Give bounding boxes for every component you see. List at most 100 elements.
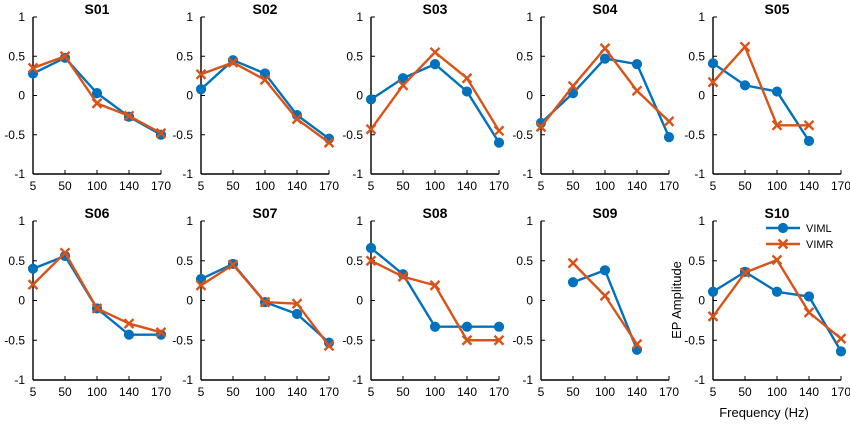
y-tick-label: 1 xyxy=(356,214,363,228)
x-tick-label: 140 xyxy=(119,385,139,399)
series-viml xyxy=(535,53,675,143)
data-point xyxy=(493,137,505,148)
data-point xyxy=(291,308,303,320)
y-tick-label: 0.5 xyxy=(688,49,705,63)
x-tick-label: 5 xyxy=(538,179,545,193)
data-point xyxy=(739,41,751,53)
data-point xyxy=(27,62,39,74)
x-tick-label: 140 xyxy=(457,385,477,399)
subplot-title: S04 xyxy=(593,1,618,17)
data-point xyxy=(291,298,303,310)
subplot-title: S05 xyxy=(765,1,790,17)
x-tick-label: 170 xyxy=(151,179,171,193)
x-tick-label: 50 xyxy=(738,179,752,193)
x-tick-label: 100 xyxy=(425,179,445,193)
y-tick-label: -1 xyxy=(352,373,363,387)
x-tick-label: 140 xyxy=(799,179,819,193)
series-viml xyxy=(365,242,505,332)
subplot-title: S10 xyxy=(765,205,790,221)
series-vimr xyxy=(535,43,675,133)
data-point xyxy=(707,286,719,297)
data-point xyxy=(771,286,783,297)
x-tick-label: 50 xyxy=(396,179,410,193)
subplot-s01: -1 -0.5 0 0.5 1 5 50 100 140 170 S01 xyxy=(4,1,171,193)
y-tick-label: -0.5 xyxy=(172,333,193,347)
data-point xyxy=(461,72,473,84)
y-tick-label: 0.5 xyxy=(688,254,705,268)
y-tick-label: 0.5 xyxy=(516,49,533,63)
series-viml xyxy=(707,266,847,357)
y-tick-label: 1 xyxy=(186,10,193,24)
x-tick-label: 140 xyxy=(627,179,647,193)
x-axis-label: Frequency (Hz) xyxy=(719,405,809,420)
x-tick-label: 140 xyxy=(287,385,307,399)
x-tick-label: 140 xyxy=(799,385,819,399)
x-tick-label: 100 xyxy=(87,385,107,399)
data-point xyxy=(835,346,847,357)
series-line xyxy=(712,258,842,340)
data-point xyxy=(803,135,815,147)
data-point xyxy=(567,80,579,92)
y-tick-label: -0.5 xyxy=(4,128,25,142)
subplot-s05: -1 -0.5 0 0.5 1 5 50 100 140 170 S05 xyxy=(684,1,850,193)
legend-label: VIMR xyxy=(806,239,834,251)
y-tick-label: -1 xyxy=(522,373,533,387)
x-tick-label: 50 xyxy=(566,179,580,193)
data-point xyxy=(535,121,547,133)
axes: -1 -0.5 0 0.5 1 5 50 100 140 170 xyxy=(684,10,850,193)
x-tick-label: 5 xyxy=(30,179,37,193)
data-point xyxy=(365,94,377,105)
series-vimr xyxy=(27,247,167,338)
data-point xyxy=(707,76,719,88)
data-point xyxy=(123,318,135,329)
series-line xyxy=(712,270,843,352)
data-point xyxy=(493,334,505,346)
y-tick-label: 0 xyxy=(356,294,363,308)
x-tick-label: 5 xyxy=(368,385,375,399)
x-tick-label: 100 xyxy=(255,179,275,193)
y-tick-label: -1 xyxy=(14,373,25,387)
data-point xyxy=(27,263,39,274)
data-point xyxy=(91,98,103,109)
subplot-s06: -1 -0.5 0 0.5 1 5 50 100 140 170 S06 xyxy=(4,205,171,399)
y-tick-label: 0 xyxy=(698,89,705,103)
x-tick-label: 140 xyxy=(287,179,307,193)
subplot-s10: -1 -0.5 0 0.5 1 5 50 100 140 170 S10 xyxy=(684,205,850,399)
data-point xyxy=(195,273,207,285)
x-tick-label: 5 xyxy=(710,179,717,193)
series-vimr xyxy=(707,41,815,131)
y-tick-label: 0 xyxy=(18,89,25,103)
x-tick-label: 5 xyxy=(198,385,205,399)
x-tick-label: 50 xyxy=(396,385,410,399)
data-point xyxy=(631,85,643,97)
series-vimr xyxy=(365,255,505,346)
y-tick-label: 0 xyxy=(526,294,533,308)
subplot-s09: -1 -0.5 0 0.5 1 5 50 100 140 170 S09 xyxy=(512,205,679,399)
legend: VIML VIMR xyxy=(766,222,834,251)
data-point xyxy=(27,279,39,290)
subplot-title: S02 xyxy=(253,1,278,17)
data-point xyxy=(155,326,167,338)
x-tick-label: 50 xyxy=(226,179,240,193)
data-point xyxy=(365,123,377,135)
data-point xyxy=(771,86,783,97)
y-tick-label: 1 xyxy=(18,10,25,24)
y-tick-label: 0 xyxy=(186,89,193,103)
data-point xyxy=(707,58,719,69)
series-line xyxy=(712,62,811,142)
data-point xyxy=(429,59,441,70)
series-line xyxy=(712,45,809,127)
data-point xyxy=(195,280,207,291)
data-point xyxy=(599,290,611,302)
data-point xyxy=(803,119,815,131)
axes: -1 -0.5 0 0.5 1 5 50 100 140 170 xyxy=(342,214,509,399)
series-line xyxy=(540,57,671,138)
y-tick-label: -1 xyxy=(182,167,193,181)
data-point xyxy=(123,329,135,340)
series-viml xyxy=(707,58,815,147)
axes: -1 -0.5 0 0.5 1 5 50 100 140 170 xyxy=(342,10,509,193)
x-tick-label: 100 xyxy=(595,179,615,193)
data-point xyxy=(493,321,505,332)
